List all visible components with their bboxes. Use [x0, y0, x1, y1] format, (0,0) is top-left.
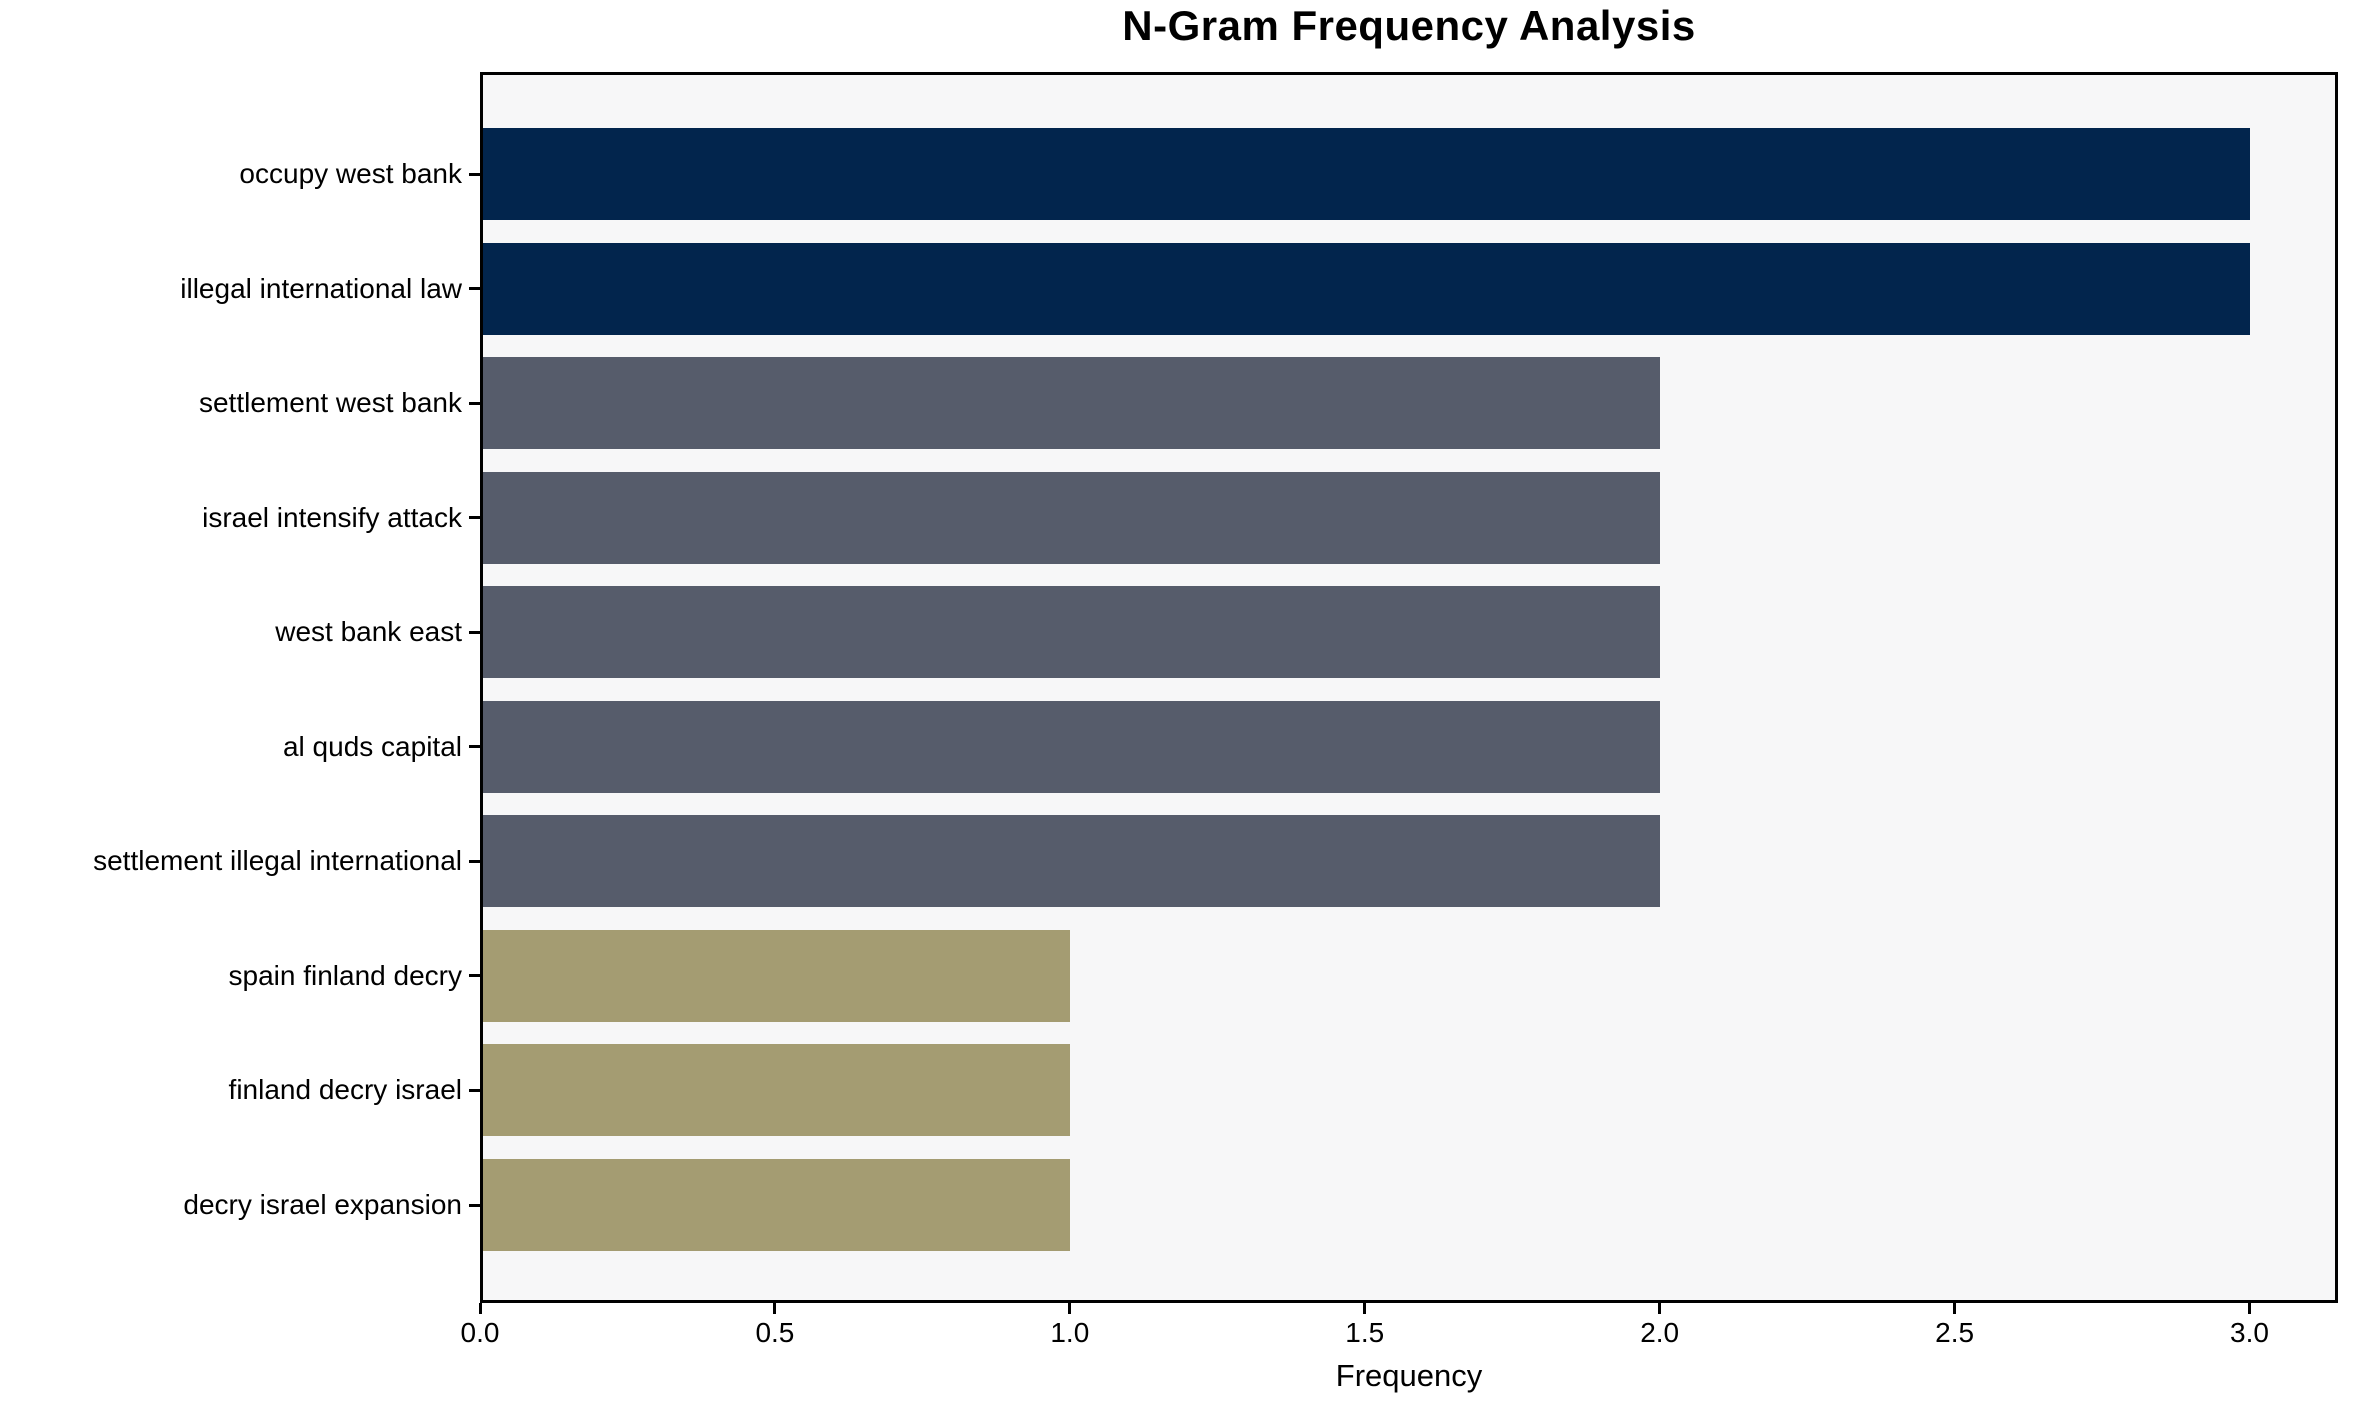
x-tick-label: 2.5 — [1935, 1317, 1975, 1348]
x-tick-label: 1.5 — [1345, 1317, 1385, 1348]
x-tick-label: 2.0 — [1640, 1317, 1680, 1348]
y-tick-mark — [469, 859, 480, 863]
y-tick-label: settlement west bank — [198, 387, 462, 419]
chart-title: N-Gram Frequency Analysis — [1122, 2, 1696, 49]
x-axis-label: Frequency — [1335, 1358, 1483, 1393]
x-tick-label: 0.0 — [460, 1317, 500, 1348]
bar-israel-intensify-attack — [480, 471, 1660, 564]
y-tick-label: finland decry israel — [228, 1074, 462, 1106]
bar-spain-finland-decry — [480, 929, 1070, 1022]
y-tick-label: israel intensify attack — [202, 501, 462, 533]
x-tick-mark — [1658, 1303, 1662, 1314]
y-tick-mark — [469, 1088, 480, 1092]
x-tick-label: 1.0 — [1050, 1317, 1090, 1348]
y-tick-label: settlement illegal international — [93, 845, 462, 877]
y-tick-mark — [469, 974, 480, 978]
y-tick-mark — [469, 1203, 480, 1207]
x-tick-mark — [1363, 1303, 1367, 1314]
bar-al-quds-capital — [480, 700, 1660, 793]
y-tick-mark — [469, 516, 480, 520]
bar-illegal-international-law — [480, 242, 2250, 335]
bar-west-bank-east — [480, 586, 1660, 679]
y-tick-label: al quds capital — [282, 730, 462, 762]
x-tick-mark — [2248, 1303, 2252, 1314]
x-tick-mark — [1068, 1303, 1072, 1314]
y-tick-mark — [469, 401, 480, 405]
x-tick-mark — [1953, 1303, 1957, 1314]
y-tick-mark — [469, 745, 480, 749]
y-tick-mark — [469, 630, 480, 634]
y-tick-mark — [469, 287, 480, 291]
bar-occupy-west-bank — [480, 128, 2250, 220]
y-tick-label: spain finland decry — [228, 959, 462, 991]
y-tick-label: west bank east — [275, 616, 462, 648]
y-tick-label: illegal international law — [180, 272, 462, 304]
x-tick-label: 0.5 — [755, 1317, 795, 1348]
bar-settlement-illegal-international — [480, 815, 1660, 908]
y-tick-mark — [469, 172, 480, 176]
x-tick-mark — [478, 1303, 482, 1314]
x-tick-mark — [773, 1303, 777, 1314]
y-tick-label: decry israel expansion — [183, 1189, 462, 1221]
y-tick-label: occupy west bank — [239, 158, 462, 189]
plot-area — [480, 72, 2338, 1303]
x-tick-label: 3.0 — [2230, 1317, 2269, 1348]
bar-finland-decry-israel — [480, 1044, 1070, 1137]
bar-settlement-west-bank — [480, 357, 1660, 450]
bar-decry-israel-expansion — [480, 1159, 1070, 1252]
